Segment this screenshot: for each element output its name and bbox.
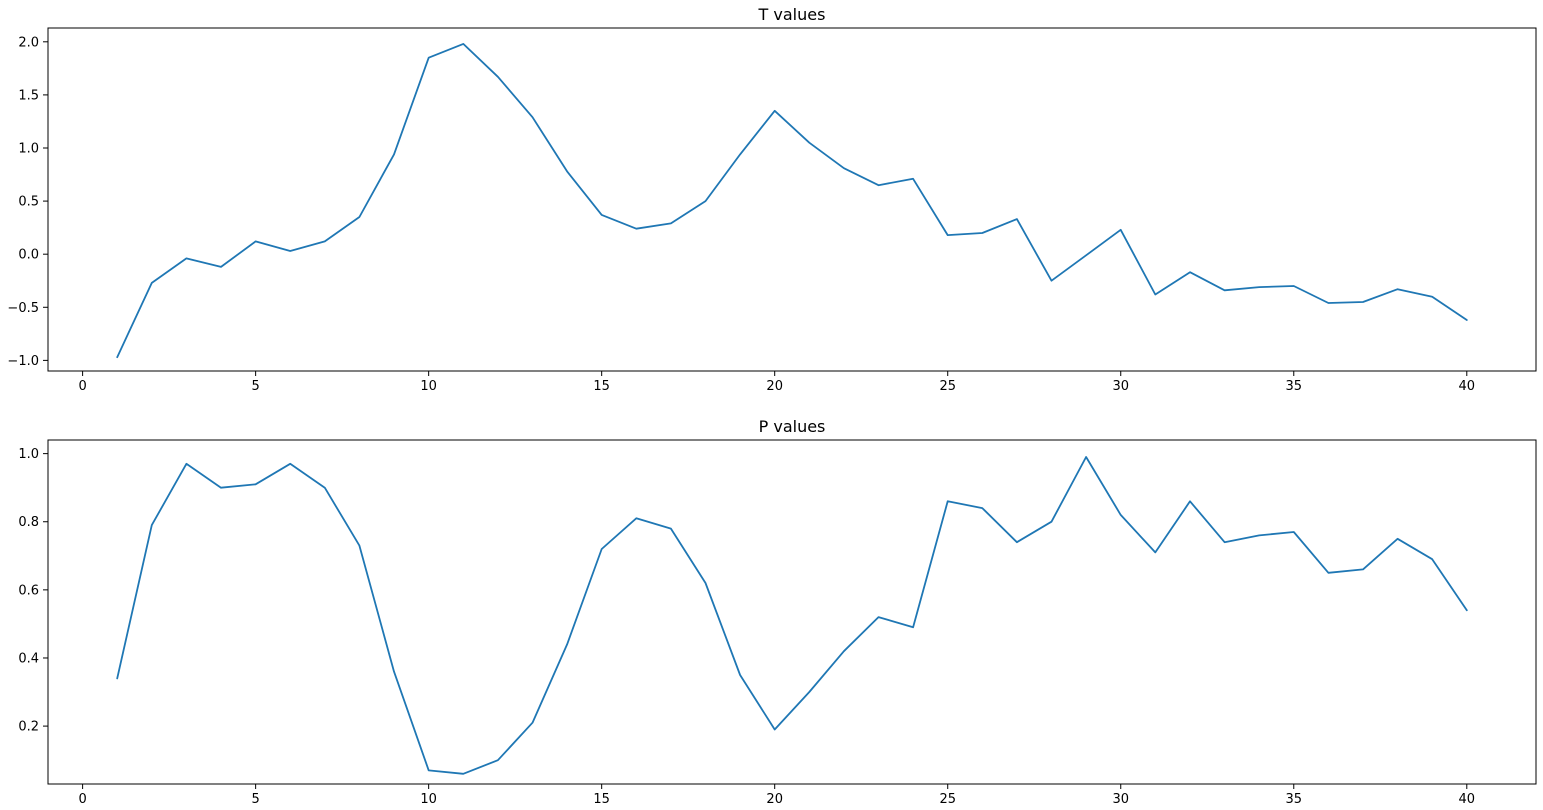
t-values-ticks: 0 5 10 15 20 25 30 35 40 −1.0 −0.5 0.0 0.5 1.0 1.5 2.0: [7, 35, 1475, 394]
t-values-y-tick-label: −0.5: [7, 301, 39, 316]
t-values-y-tick-label: 0.5: [18, 195, 39, 210]
t-values-x-tick-label: 20: [766, 379, 783, 394]
t-values-y-tick-label: 2.0: [18, 35, 39, 50]
p-values-title: P values: [759, 417, 826, 436]
t-values-x-tick-label: 15: [593, 379, 610, 394]
t-values-x-tick-label: 30: [1112, 379, 1129, 394]
t-values-y-tick-label: 0.0: [18, 248, 39, 263]
p-values-x-tick-label: 25: [939, 792, 956, 807]
p-values-plot-area: [116, 456, 1468, 775]
p-values-y-tick-label: 1.0: [18, 447, 39, 462]
p-values-x-tick-label: 0: [78, 792, 86, 807]
p-values-x-tick-label: 35: [1285, 792, 1302, 807]
t-values-x-tick-label: 0: [78, 379, 86, 394]
t-values-series-line: [116, 43, 1468, 359]
p-values-axes-frame: [47, 439, 1537, 785]
p-values-y-tick-label: 0.2: [18, 720, 39, 735]
t-values-y-tick-label: 1.5: [18, 88, 39, 103]
t-values-y-tick-label: −1.0: [7, 354, 39, 369]
p-values-x-tick-label: 5: [251, 792, 259, 807]
t-values-x-tick-label: 10: [420, 379, 437, 394]
t-values-x-tick-label: 25: [939, 379, 956, 394]
p-values-y-tick-label: 0.4: [18, 651, 39, 666]
t-values-x-tick-label: 40: [1459, 379, 1476, 394]
p-values-ticks: 0 5 10 15 20 25 30 35 40 0.2 0.4 0.6 0.8 1.0: [18, 447, 1475, 807]
p-values-x-tick-label: 40: [1459, 792, 1476, 807]
p-values-x-tick-label: 20: [766, 792, 783, 807]
t-values-axes: T values 0 5 10 15 20 25 30 35 40 −1.0 −0.5 0.0 0.5 1…: [7, 5, 1537, 394]
p-values-x-tick-label: 15: [593, 792, 610, 807]
p-values-x-tick-label: 10: [420, 792, 437, 807]
p-values-y-tick-label: 0.8: [18, 515, 39, 530]
t-values-x-tick-label: 5: [251, 379, 259, 394]
p-values-series-line: [116, 456, 1468, 775]
p-values-y-tick-label: 0.6: [18, 583, 39, 598]
t-values-y-tick-label: 1.0: [18, 141, 39, 156]
t-values-title: T values: [758, 5, 826, 24]
t-values-plot-area: [116, 43, 1468, 359]
t-values-axes-frame: [47, 27, 1537, 372]
p-values-x-tick-label: 30: [1112, 792, 1129, 807]
p-values-axes: P values 0 5 10 15 20 25 30 35 40 0.2 0.4 0.6 0.8 1.0: [18, 417, 1537, 807]
t-values-x-tick-label: 35: [1285, 379, 1302, 394]
